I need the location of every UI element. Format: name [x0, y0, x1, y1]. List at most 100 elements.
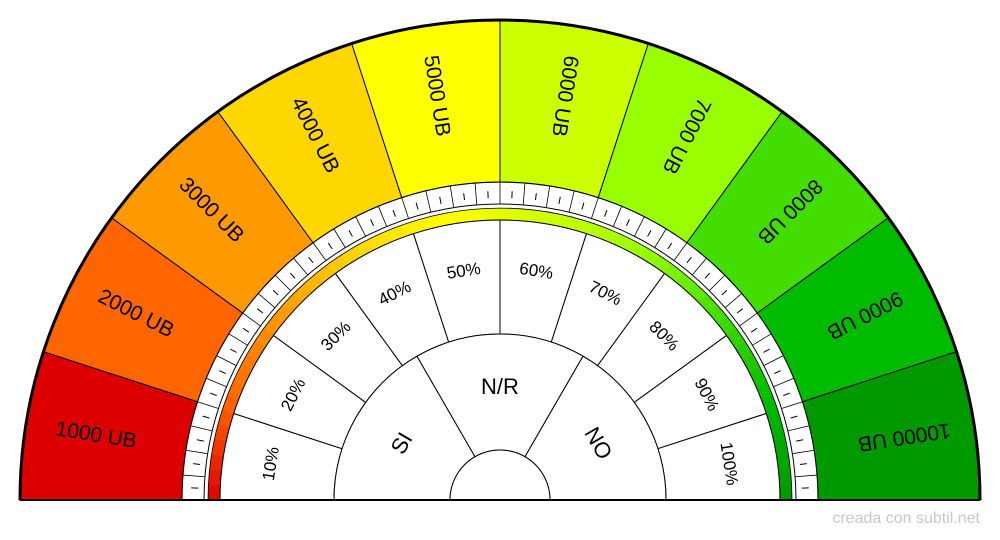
scale-divider	[474, 182, 478, 205]
band-piece	[776, 454, 791, 473]
scale-tick	[196, 439, 204, 442]
scale-divider	[274, 274, 291, 291]
band-piece	[543, 211, 563, 227]
scale-divider	[425, 190, 432, 213]
scale-tick	[415, 202, 419, 210]
scale-divider	[781, 401, 803, 409]
scale-divider	[190, 425, 213, 432]
scale-divider	[228, 333, 248, 346]
scale-divider	[752, 333, 772, 346]
scale-tick	[799, 463, 807, 466]
scale-divider	[773, 377, 794, 388]
scale-divider	[654, 228, 667, 248]
scale-divider	[739, 312, 758, 327]
scale-tick	[763, 348, 770, 353]
scale-tick	[686, 257, 692, 264]
band-piece	[742, 354, 761, 375]
scale-tick	[604, 209, 608, 217]
scale-tick	[790, 415, 798, 419]
band-piece	[514, 208, 533, 222]
scale-tick	[348, 230, 353, 237]
scale-tick	[242, 327, 250, 333]
scale-tick	[796, 439, 804, 442]
scale-divider	[449, 185, 455, 208]
band-piece	[209, 452, 224, 471]
scale-divider	[293, 257, 309, 276]
scale-tick	[202, 415, 210, 419]
scale-tick	[327, 242, 333, 250]
scale-tick	[667, 242, 673, 250]
band-piece	[409, 217, 429, 234]
scale-divider	[401, 197, 409, 219]
scale-tick	[704, 272, 711, 279]
scale-divider	[197, 401, 219, 409]
scale-tick	[774, 370, 781, 375]
scale-tick	[209, 392, 217, 396]
scale-divider	[522, 182, 526, 205]
scale-divider	[673, 242, 688, 261]
scale-tick	[534, 193, 537, 201]
scale-divider	[377, 206, 388, 227]
band-piece	[439, 211, 458, 227]
scale-divider	[216, 355, 237, 366]
band-piece	[773, 439, 789, 458]
center-hub	[449, 449, 551, 501]
scale-divider	[242, 312, 261, 327]
band-piece	[613, 233, 634, 252]
band-piece	[558, 214, 578, 230]
band-piece	[500, 208, 517, 221]
scale-tick	[308, 257, 314, 264]
scale-divider	[795, 474, 818, 478]
band-piece	[484, 207, 502, 221]
scale-tick	[219, 370, 226, 375]
scale-divider	[709, 274, 726, 291]
band-piece	[217, 408, 235, 428]
band-piece	[734, 340, 754, 362]
band-piece	[208, 483, 221, 500]
scale-divider	[257, 293, 276, 309]
scale-divider	[792, 449, 815, 455]
band-piece	[233, 366, 252, 387]
outer-ring	[18, 18, 982, 501]
scale-tick	[647, 230, 652, 237]
hub	[449, 449, 551, 501]
band-piece	[211, 437, 227, 457]
band-piece	[340, 246, 362, 266]
band-piece	[424, 214, 444, 230]
scale-tick	[257, 308, 264, 314]
answer-label: N/R	[481, 374, 519, 399]
credit-text: creada con subtil.net	[832, 510, 980, 527]
band-piece	[766, 409, 783, 429]
scale-tick	[392, 209, 396, 217]
scale-divider	[182, 474, 205, 478]
band-piece	[778, 469, 792, 487]
scale-divider	[206, 377, 227, 388]
scale-tick	[736, 308, 743, 314]
scale-divider	[612, 206, 623, 227]
band-piece	[469, 208, 487, 222]
scale-divider	[568, 190, 575, 213]
scale-tick	[230, 348, 237, 353]
scale-tick	[625, 219, 630, 226]
band-piece	[779, 484, 793, 500]
outer-border	[18, 18, 982, 501]
scale-divider	[312, 242, 327, 261]
scale-tick	[581, 202, 585, 210]
scale-tick	[439, 196, 442, 204]
scale-tick	[783, 392, 791, 396]
percent-ring	[219, 219, 781, 501]
scale-divider	[545, 185, 551, 208]
scale-divider	[333, 228, 346, 248]
band-piece	[749, 367, 768, 388]
scale-divider	[355, 216, 366, 237]
answer-ring	[333, 333, 667, 501]
scale-tick	[193, 463, 201, 466]
band-piece	[572, 217, 592, 235]
scale-divider	[724, 293, 743, 309]
band-piece	[208, 467, 222, 486]
scale-tick	[289, 272, 296, 279]
scale-divider	[763, 355, 784, 366]
band-piece	[529, 209, 548, 224]
scale-tick	[463, 193, 466, 201]
